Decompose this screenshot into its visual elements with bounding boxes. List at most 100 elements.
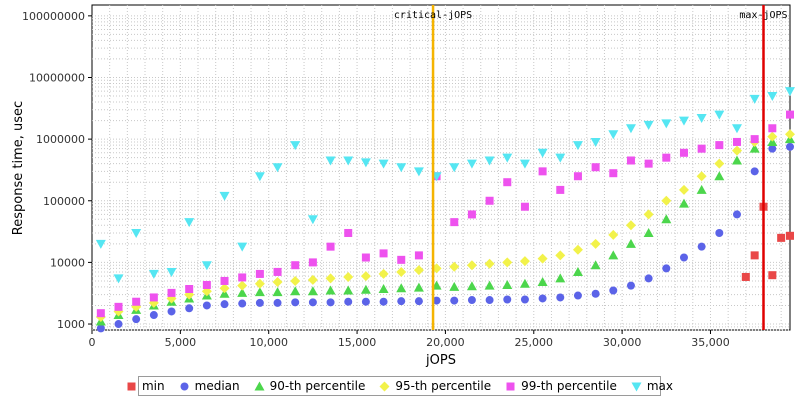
data-point — [697, 242, 706, 251]
legend-item: min — [126, 379, 165, 393]
y-axis-title: Response time, usec — [11, 101, 26, 235]
data-point — [777, 233, 786, 242]
y-axis-ticks: 1000 10000 100000 1000000 10000000 100000000 — [22, 10, 92, 331]
data-point — [678, 198, 689, 208]
legend-label: 90-th percentile — [269, 379, 366, 393]
data-point — [732, 137, 741, 146]
x-axis-title: jOPS — [425, 353, 456, 368]
y-tick-label: 100000000 — [22, 10, 85, 23]
data-point — [219, 283, 230, 294]
legend-marker — [127, 382, 136, 390]
legend: min median 90-th percentile 95-th percentil… — [127, 376, 673, 396]
data-point — [96, 324, 105, 333]
data-point — [696, 184, 707, 194]
data-point — [696, 171, 707, 182]
x-tick-label: 35,000 — [691, 336, 730, 349]
data-point — [96, 309, 105, 318]
x-tick-label: 0 — [89, 336, 96, 349]
legend-marker — [379, 381, 390, 391]
legend-swatch — [127, 382, 136, 390]
data-point — [238, 273, 247, 282]
y-tick-label: 100000 — [43, 195, 85, 208]
data-point — [768, 124, 777, 133]
data-point — [255, 298, 264, 307]
x-axis-ticks: 0 5,000 10,000 15,000 20,000 25,000 30,000 35,0… — [89, 330, 730, 349]
series-median — [96, 142, 794, 333]
data-point — [466, 281, 477, 291]
data-point — [378, 159, 389, 169]
data-point — [484, 280, 495, 290]
legend-swatch — [506, 382, 515, 390]
data-point — [149, 293, 158, 302]
data-point — [573, 291, 582, 300]
data-point — [237, 242, 248, 252]
data-point — [661, 195, 672, 206]
data-point — [432, 296, 441, 305]
data-point — [608, 250, 619, 260]
marker-lines: critical-jOPS max-jOPS — [394, 5, 788, 330]
data-point — [114, 320, 123, 329]
data-point — [555, 153, 566, 163]
data-point — [626, 156, 635, 165]
data-point — [697, 144, 706, 153]
grid-lines — [92, 5, 790, 331]
data-point — [325, 285, 336, 295]
data-point — [396, 266, 407, 277]
x-tick-label: 25,000 — [515, 336, 554, 349]
data-point — [413, 167, 424, 177]
data-point — [308, 298, 317, 307]
data-point — [555, 273, 566, 283]
data-point — [307, 286, 318, 296]
data-point — [343, 271, 354, 282]
data-point — [661, 214, 672, 224]
data-point — [519, 256, 530, 267]
legend-item: 99-th percentile — [505, 379, 617, 393]
data-point — [202, 301, 211, 310]
data-point — [556, 293, 565, 302]
y-tick-label: 1000 — [57, 318, 85, 331]
data-point — [167, 288, 176, 297]
data-point — [484, 156, 495, 166]
data-point — [573, 172, 582, 181]
data-point — [450, 296, 459, 305]
data-point — [731, 155, 742, 165]
data-point — [484, 258, 495, 269]
data-point — [149, 311, 158, 320]
legend-item: median — [179, 379, 240, 393]
data-point — [237, 287, 248, 297]
data-point — [449, 281, 460, 291]
legend-item: 90-th percentile — [254, 379, 366, 393]
data-point — [786, 110, 794, 119]
series-99-th-percentile — [96, 110, 794, 318]
data-point — [290, 286, 301, 296]
data-point — [185, 285, 194, 294]
x-tick-label: 30,000 — [603, 336, 642, 349]
data-point — [360, 271, 371, 282]
data-point — [113, 274, 124, 284]
data-point — [749, 94, 760, 104]
data-point — [290, 141, 301, 151]
data-point — [519, 278, 530, 288]
data-point — [590, 137, 601, 147]
data-point — [572, 266, 583, 276]
data-point — [184, 218, 195, 228]
legend-marker — [631, 382, 642, 391]
legend-marker — [506, 382, 515, 390]
data-point — [202, 280, 211, 289]
data-point — [591, 289, 600, 298]
legend-label: 95-th percentile — [395, 379, 492, 393]
y-tick-label: 1000000 — [36, 133, 85, 146]
data-point — [643, 209, 654, 220]
legend-label: median — [194, 379, 240, 393]
data-point — [273, 298, 282, 307]
data-point — [502, 279, 513, 289]
data-point — [537, 253, 548, 264]
data-point — [644, 159, 653, 168]
data-point — [785, 87, 795, 97]
data-point — [201, 261, 212, 271]
data-point — [325, 273, 336, 284]
data-point — [307, 274, 318, 285]
data-point — [591, 163, 600, 172]
data-series — [95, 87, 795, 333]
data-point — [741, 272, 750, 281]
